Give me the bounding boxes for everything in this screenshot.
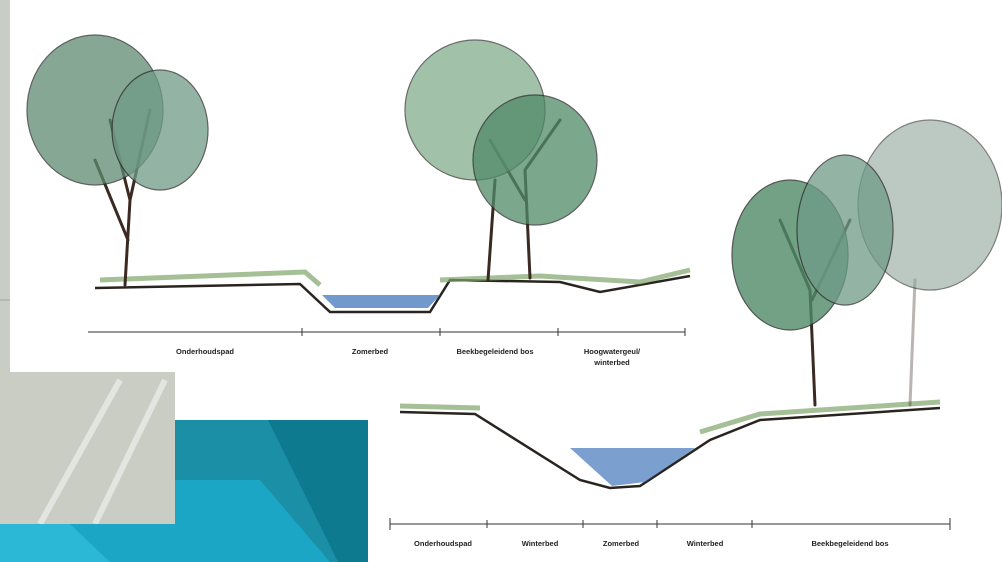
label: Beekbegeleidend bos	[456, 347, 533, 356]
road	[37, 378, 168, 526]
label: Onderhoudspad	[176, 347, 234, 356]
label: Beekbegeleidend bos	[811, 539, 888, 548]
label: Zomerbed	[352, 347, 389, 356]
teal-shape	[268, 420, 368, 562]
label: Onderhoudspad	[414, 539, 472, 548]
label: winterbed	[593, 358, 630, 367]
section-bottom-drawing	[399, 119, 1002, 490]
label: Zomerbed	[603, 539, 640, 548]
section-top-scale	[88, 328, 686, 336]
section-top-drawing	[26, 34, 691, 314]
section-bottom-scale	[389, 518, 951, 530]
teal-shape	[0, 524, 110, 562]
label: Winterbed	[522, 539, 559, 548]
label: Winterbed	[687, 539, 724, 548]
label: Hoogwatergeul/	[584, 347, 641, 356]
